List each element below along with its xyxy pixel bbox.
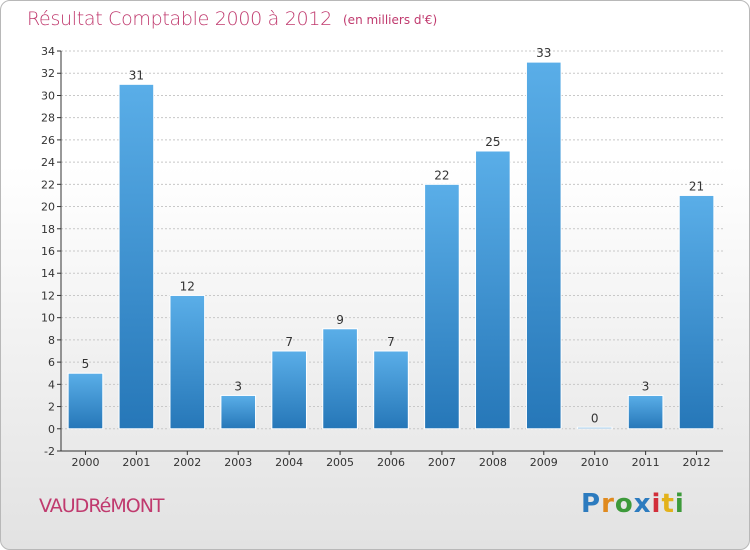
chart-title: Résultat Comptable 2000 à 2012 xyxy=(27,8,332,30)
bar-value-label: 31 xyxy=(129,68,144,82)
bar-value-label: 0 xyxy=(591,411,599,425)
y-tick-label: 32 xyxy=(41,67,55,80)
bar xyxy=(576,426,613,430)
bar-value-label: 33 xyxy=(536,46,551,60)
x-tick-label: 2005 xyxy=(326,456,354,469)
bar xyxy=(271,350,307,430)
y-tick-label: 10 xyxy=(41,312,55,325)
bar-value-label: 21 xyxy=(689,179,704,193)
x-tick-label: 2011 xyxy=(632,456,660,469)
x-tick-label: 2006 xyxy=(377,456,405,469)
bar xyxy=(322,328,358,430)
bar xyxy=(475,150,511,430)
y-tick-label: 26 xyxy=(41,134,55,147)
x-tick-label: 2001 xyxy=(122,456,150,469)
bar-value-label: 3 xyxy=(234,379,242,393)
y-tick-label: 2 xyxy=(48,401,55,414)
bar-value-label: 7 xyxy=(387,335,395,349)
x-tick-label: 2004 xyxy=(275,456,303,469)
bar xyxy=(67,372,104,430)
x-tick-label: 2010 xyxy=(581,456,609,469)
y-tick-label: 0 xyxy=(48,423,55,436)
x-tick-label: 2003 xyxy=(224,456,252,469)
bar xyxy=(525,61,562,430)
y-tick-label: 24 xyxy=(41,156,55,169)
y-tick-label: 22 xyxy=(41,178,55,191)
bar xyxy=(627,394,664,430)
y-tick-label: 14 xyxy=(41,267,55,280)
bar xyxy=(678,194,715,430)
bar-value-label: 9 xyxy=(336,313,344,327)
bar-value-label: 5 xyxy=(82,357,90,371)
y-tick-label: 20 xyxy=(41,201,55,214)
x-tick-label: 2000 xyxy=(71,456,99,469)
y-tick-label: 30 xyxy=(41,89,55,102)
y-tick-label: 16 xyxy=(41,245,55,258)
x-tick-label: 2009 xyxy=(530,456,558,469)
x-tick-label: 2008 xyxy=(479,456,507,469)
chart-subtitle: (en milliers d'€) xyxy=(343,13,438,27)
y-tick-label: 4 xyxy=(48,378,55,391)
bar-value-label: 12 xyxy=(180,279,195,293)
x-tick-label: 2012 xyxy=(683,456,711,469)
bar xyxy=(118,83,155,430)
bar-value-label: 25 xyxy=(485,135,500,149)
bar xyxy=(373,350,409,430)
x-tick-label: 2002 xyxy=(173,456,201,469)
x-tick-label: 2007 xyxy=(428,456,456,469)
bar xyxy=(424,183,460,430)
y-tick-label: 28 xyxy=(41,112,55,125)
bar xyxy=(220,394,257,430)
proxiti-logo[interactable]: Proxiti xyxy=(581,489,685,519)
bar-value-label: 3 xyxy=(642,379,650,393)
y-tick-label: 8 xyxy=(48,334,55,347)
y-tick-label: 12 xyxy=(41,289,55,302)
commune-name: VAUDRéMONT xyxy=(39,495,165,517)
y-tick-label: -2 xyxy=(44,445,55,458)
bar-value-label: 22 xyxy=(434,168,449,182)
y-tick-label: 6 xyxy=(48,356,55,369)
y-tick-label: 34 xyxy=(41,45,55,58)
bar-value-label: 7 xyxy=(285,335,293,349)
y-tick-label: 18 xyxy=(41,223,55,236)
bar xyxy=(169,294,206,430)
